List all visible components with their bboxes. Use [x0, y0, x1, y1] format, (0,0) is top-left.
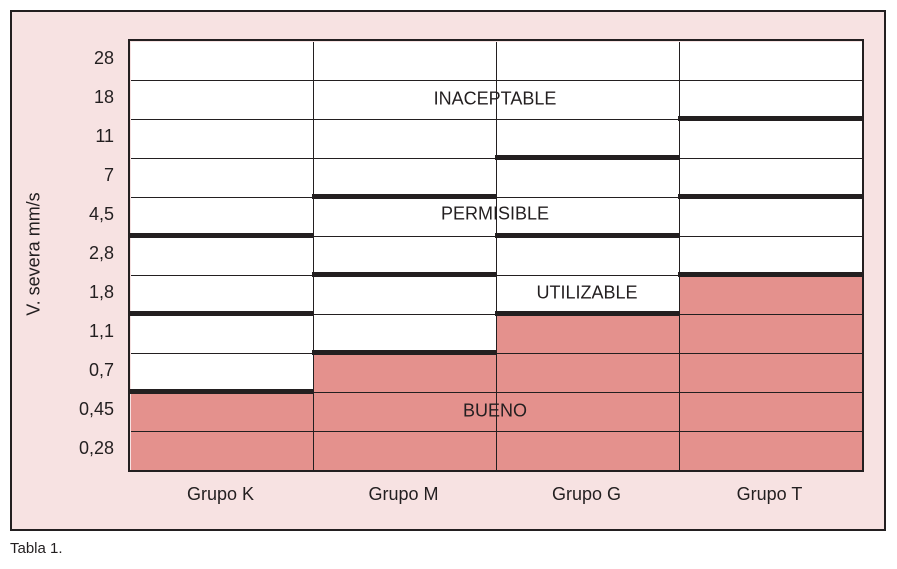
table-cell: [680, 120, 863, 159]
table-cell: [497, 393, 680, 432]
y-tick-label: 0,7: [88, 360, 114, 380]
caption: Tabla 1.: [10, 540, 63, 557]
table-cell: [131, 198, 314, 237]
table-cell: [131, 81, 314, 120]
zone-boundary-utilizable: [495, 233, 679, 238]
table-cell: [314, 198, 497, 237]
table-cell: [131, 159, 314, 198]
table-cell: [497, 432, 680, 471]
table-cell: [680, 198, 863, 237]
table-cell: [497, 120, 680, 159]
table-cell: [680, 315, 863, 354]
table-cell: [680, 159, 863, 198]
y-tick-label: 1,1: [88, 321, 114, 341]
y-tick-label: 4,5: [88, 204, 114, 224]
x-category-label: Grupo T: [736, 484, 803, 504]
y-tick-label: 7: [103, 165, 114, 185]
table-cell: [497, 42, 680, 81]
table-cell: [314, 393, 497, 432]
y-tick-label: 0,28: [78, 438, 114, 458]
x-category-label: Grupo K: [186, 484, 255, 504]
table-cell: [680, 393, 863, 432]
table-cell: [497, 354, 680, 393]
severity-grid: [128, 39, 864, 472]
table-cell: [314, 315, 497, 354]
zone-boundary-bueno: [129, 389, 313, 394]
table-cell: [680, 42, 863, 81]
table-cell: [680, 237, 863, 276]
table-cell: [131, 276, 314, 315]
table-cell: [680, 354, 863, 393]
table-cell: [314, 42, 497, 81]
table-cell: [131, 432, 314, 471]
table-cell: [314, 237, 497, 276]
zone-boundary-permisible: [495, 155, 679, 160]
x-category-label: Grupo G: [551, 484, 622, 504]
y-tick-label: 28: [93, 48, 114, 68]
table-cell: [497, 237, 680, 276]
zone-boundary-permisible: [678, 116, 862, 121]
y-tick-label: 2,8: [88, 243, 114, 263]
table-cell: [131, 393, 314, 432]
table-cell: [314, 81, 497, 120]
y-tick-label: 11: [95, 126, 114, 146]
table-cell: [314, 159, 497, 198]
zone-boundary-bueno: [495, 311, 679, 316]
y-tick-label: 0,45: [78, 399, 114, 419]
y-tick-label: 18: [93, 87, 114, 107]
table-cell: [680, 276, 863, 315]
table-cell: [497, 315, 680, 354]
table-cell: [131, 120, 314, 159]
table-cell: [497, 159, 680, 198]
zone-label-inaceptable: INACEPTABLE: [433, 88, 557, 109]
zone-boundary-bueno: [312, 350, 496, 355]
table-cell: [131, 42, 314, 81]
zone-label-permisible: PERMISIBLE: [440, 203, 550, 224]
y-tick-label: 1,8: [88, 282, 114, 302]
table-cell: [314, 432, 497, 471]
zone-boundary-utilizable: [678, 194, 862, 199]
zone-boundary-permisible: [129, 233, 313, 238]
zone-boundary-utilizable: [129, 311, 313, 316]
table-cell: [131, 237, 314, 276]
table-cell: [680, 432, 863, 471]
table-cell: [131, 354, 314, 393]
zone-label-bueno: BUENO: [462, 400, 528, 421]
zone-label-utilizable: UTILIZABLE: [536, 282, 638, 303]
table-cell: [497, 81, 680, 120]
table-cell: [314, 276, 497, 315]
table-cell: [131, 315, 314, 354]
table-cell: [680, 81, 863, 120]
zone-boundary-bueno: [678, 272, 862, 277]
zone-boundary-utilizable: [312, 272, 496, 277]
table-cell: [314, 120, 497, 159]
x-category-label: Grupo M: [368, 484, 439, 504]
table-cell: [314, 354, 497, 393]
zone-boundary-permisible: [312, 194, 496, 199]
